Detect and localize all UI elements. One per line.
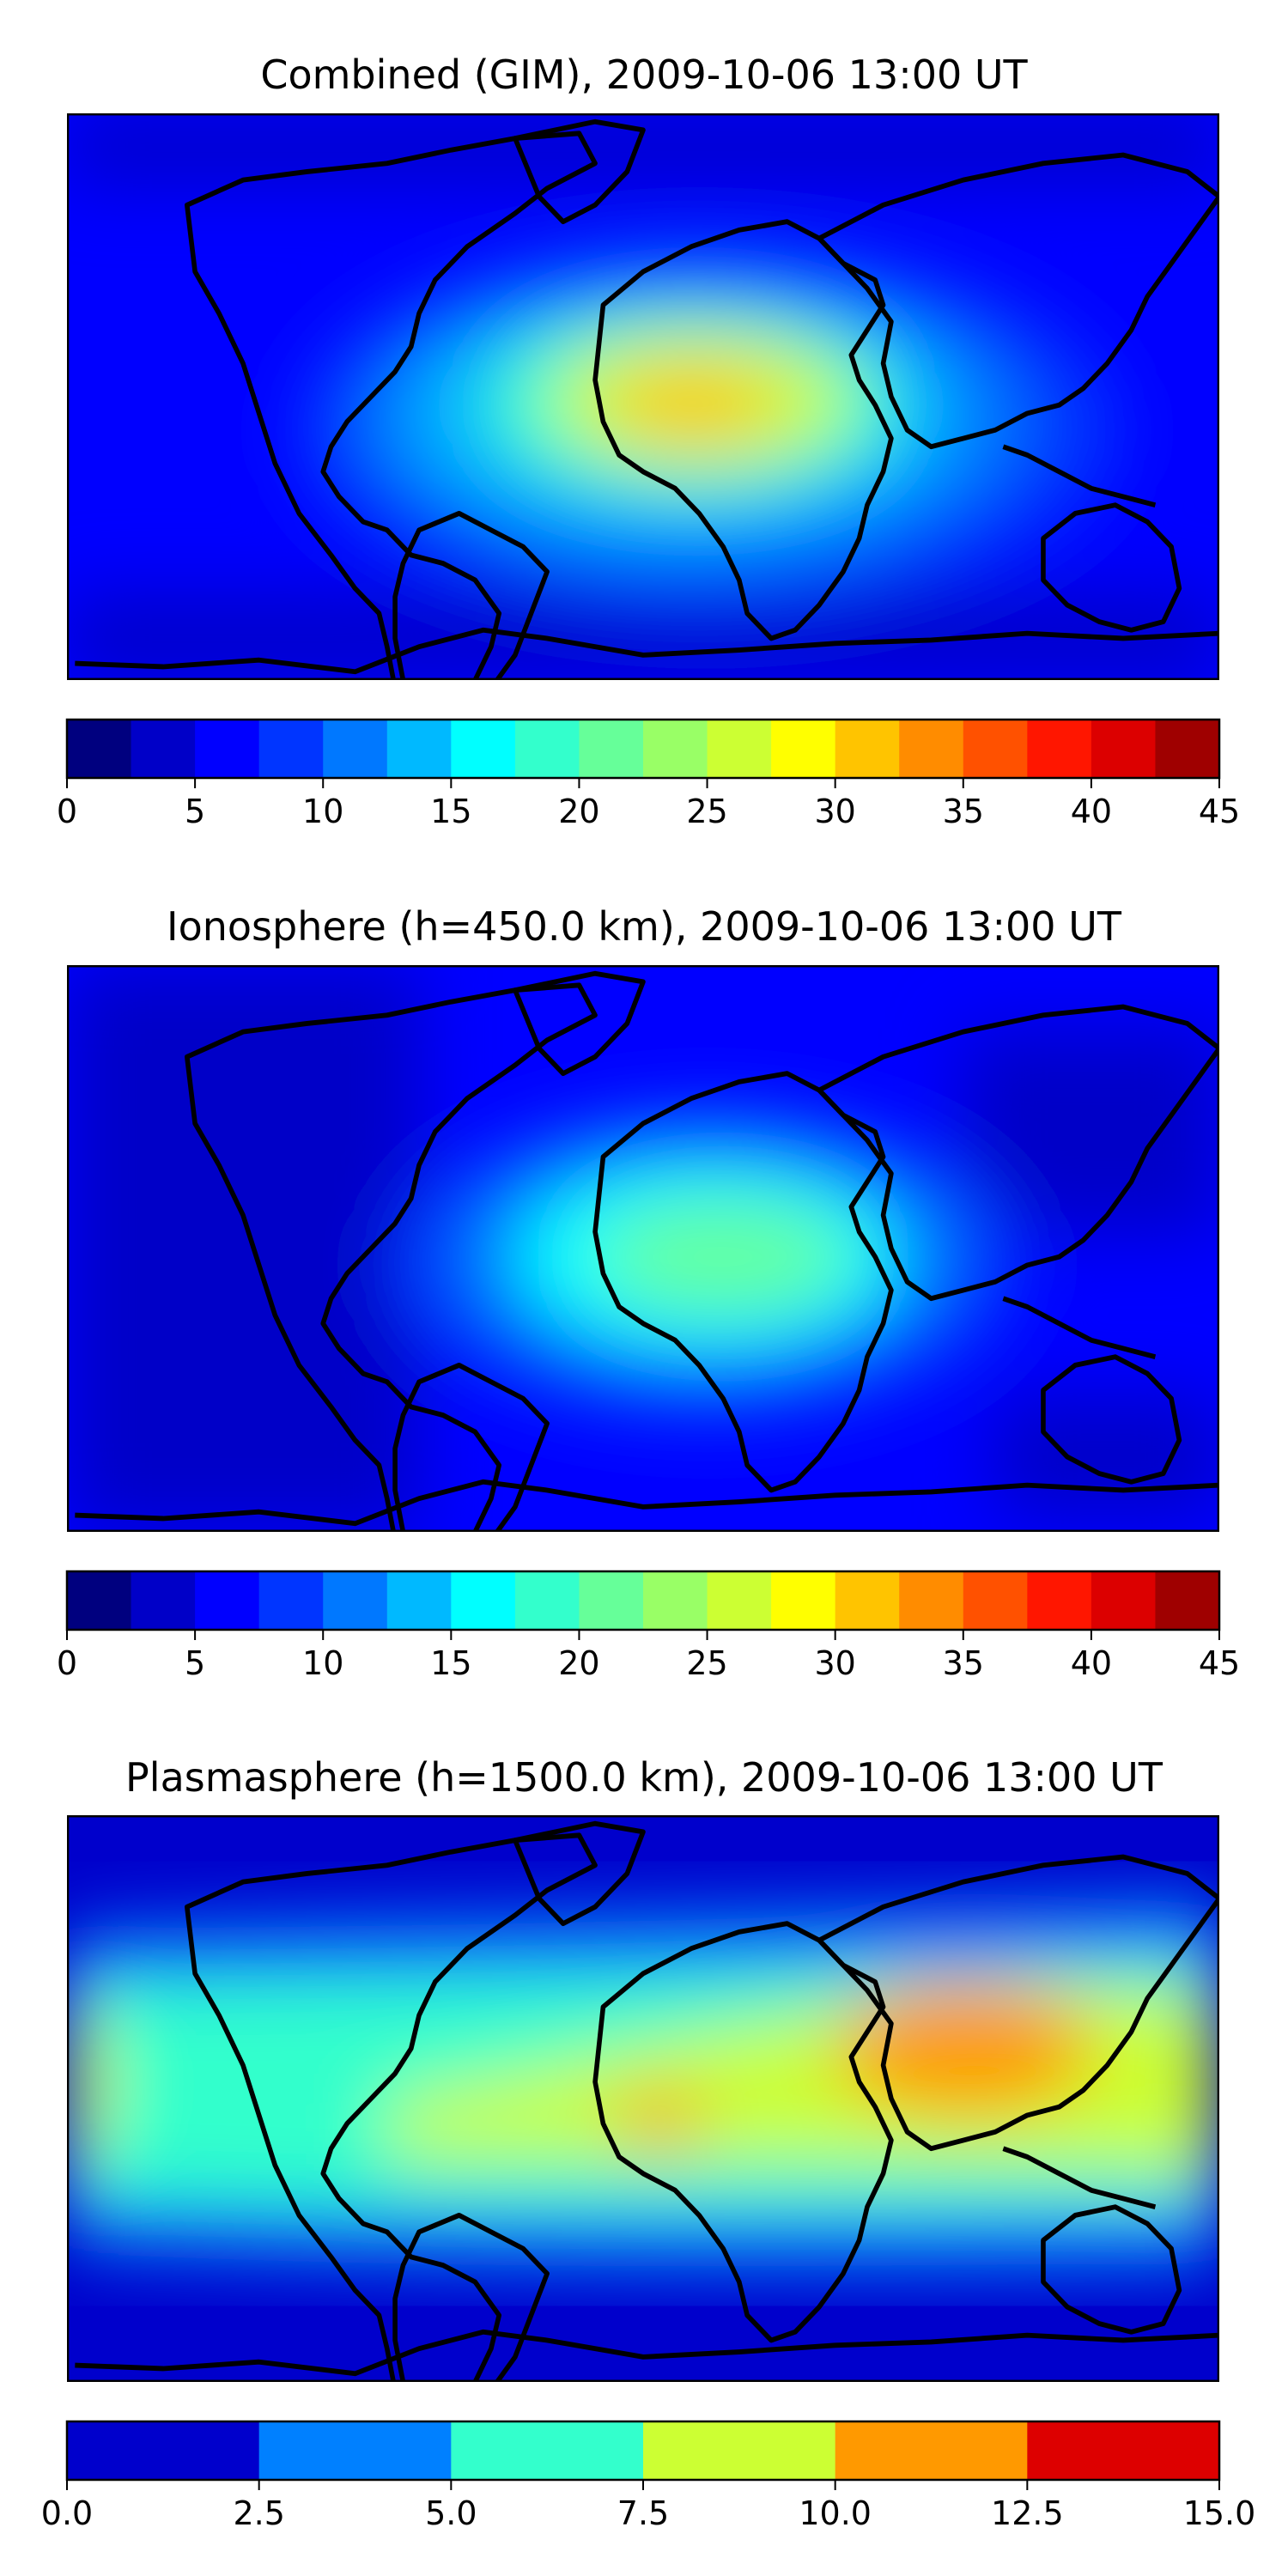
colorbar-tick-label: 25 xyxy=(686,1644,727,1682)
colorbar-segment xyxy=(323,1571,388,1630)
colorbar-segment xyxy=(963,1571,1028,1630)
colorbar-segment xyxy=(67,2421,260,2480)
colorbar-tick-label: 7.5 xyxy=(617,2494,669,2532)
colorbar-segment xyxy=(131,1571,196,1630)
colorbar-tick-label: 5 xyxy=(185,793,205,830)
colorbar-tick-label: 10.0 xyxy=(799,2494,872,2532)
colorbar-segment xyxy=(195,1571,260,1630)
colorbar-tick-label: 20 xyxy=(558,1644,599,1682)
colorbar-segment xyxy=(643,1571,708,1630)
colorbar-tick-label: 35 xyxy=(943,1644,984,1682)
colorbar-segment xyxy=(67,1571,132,1630)
colorbar-segment xyxy=(835,2421,1028,2480)
colorbar-segment xyxy=(258,720,324,778)
colorbar-segment xyxy=(1155,1571,1220,1630)
colorbar-tick-label: 5 xyxy=(185,1644,205,1682)
colorbar-segment xyxy=(579,720,644,778)
colorbar-segment xyxy=(67,720,132,778)
colorbar-segment xyxy=(386,720,452,778)
colorbar-ionosphere: 0 5 10 15 20 25 30 35 40 45 xyxy=(57,1570,1240,1682)
panel-plasmasphere: Plasmasphere (h=1500.0 km), 2009-10-06 1… xyxy=(41,1754,1256,2532)
panel-ionosphere: Ionosphere (h=450.0 km), 2009-10-06 13:0… xyxy=(57,903,1240,1682)
map-ionosphere xyxy=(67,965,1219,1532)
colorbar-segment xyxy=(258,2421,452,2480)
colorbar-tick-label: 0 xyxy=(57,793,77,830)
colorbar-tick-label: 15.0 xyxy=(1183,2494,1256,2532)
colorbar-tick-label: 45 xyxy=(1199,793,1240,830)
colorbar-segment xyxy=(771,720,836,778)
colorbar-segment xyxy=(771,1571,836,1630)
colorbar-tick-label: 2.5 xyxy=(233,2494,284,2532)
colorbar-segment xyxy=(514,720,580,778)
colorbar-tick-label: 45 xyxy=(1199,1644,1240,1682)
map-combined xyxy=(67,113,1219,680)
colorbar-tick-label: 30 xyxy=(814,1644,855,1682)
colorbar-segment xyxy=(195,720,260,778)
chart-title-combined: Combined (GIM), 2009-10-06 13:00 UT xyxy=(260,52,1028,98)
colorbar-tick-label: 0.0 xyxy=(41,2494,93,2532)
colorbar-segment xyxy=(963,720,1028,778)
colorbar-tick-label: 40 xyxy=(1071,793,1112,830)
colorbar-segment xyxy=(643,2421,836,2480)
colorbar-frame xyxy=(65,1570,1221,1631)
colorbar-tick-label: 20 xyxy=(558,793,599,830)
colorbar-tick-label: 30 xyxy=(814,793,855,830)
colorbar-tick-label: 25 xyxy=(686,793,727,830)
colorbar-segment xyxy=(899,720,964,778)
colorbar-segment xyxy=(1027,1571,1092,1630)
colorbar-segment xyxy=(451,2421,644,2480)
colorbar-segment xyxy=(451,1571,516,1630)
chart-title-ionosphere: Ionosphere (h=450.0 km), 2009-10-06 13:0… xyxy=(167,903,1122,950)
colorbar-tick-label: 10 xyxy=(302,1644,343,1682)
colorbar-segment xyxy=(707,720,772,778)
colorbar-segment xyxy=(258,1571,324,1630)
map-plasmasphere xyxy=(67,1815,1219,2382)
colorbar-segment xyxy=(835,1571,900,1630)
colorbar-tick-label: 15 xyxy=(430,793,471,830)
colorbar-segment xyxy=(451,720,516,778)
colorbar-tick-label: 35 xyxy=(943,793,984,830)
colorbar-segment xyxy=(514,1571,580,1630)
colorbar-segment xyxy=(131,720,196,778)
colorbar-segment xyxy=(1091,1571,1156,1630)
colorbar-tick-label: 12.5 xyxy=(991,2494,1064,2532)
colorbar-combined: 0 5 10 15 20 25 30 35 40 45 xyxy=(57,718,1240,830)
colorbar-plasmasphere: 0.0 2.5 5.0 7.5 10.0 12.5 15.0 xyxy=(41,2420,1256,2532)
colorbar-tick-label: 10 xyxy=(302,793,343,830)
colorbar-tick-label: 15 xyxy=(430,1644,471,1682)
colorbar-segment xyxy=(579,1571,644,1630)
colorbar-tick-label: 5.0 xyxy=(425,2494,477,2532)
colorbar-segment xyxy=(323,720,388,778)
colorbar-segment xyxy=(899,1571,964,1630)
colorbar-tick-label: 0 xyxy=(57,1644,77,1682)
colorbar-segment xyxy=(386,1571,452,1630)
colorbar-segment xyxy=(707,1571,772,1630)
colorbar-tick-label: 40 xyxy=(1071,1644,1112,1682)
colorbar-segment xyxy=(1091,720,1156,778)
colorbar-segment xyxy=(1155,720,1220,778)
colorbar-segment xyxy=(1027,2421,1220,2480)
colorbar-segment xyxy=(835,720,900,778)
colorbar-frame xyxy=(65,718,1221,780)
colorbar-segment xyxy=(643,720,708,778)
chart-title-plasmasphere: Plasmasphere (h=1500.0 km), 2009-10-06 1… xyxy=(125,1754,1163,1801)
colorbar-segment xyxy=(1027,720,1092,778)
panel-combined: Combined (GIM), 2009-10-06 13:00 UT 0 5 10… xyxy=(57,52,1240,830)
